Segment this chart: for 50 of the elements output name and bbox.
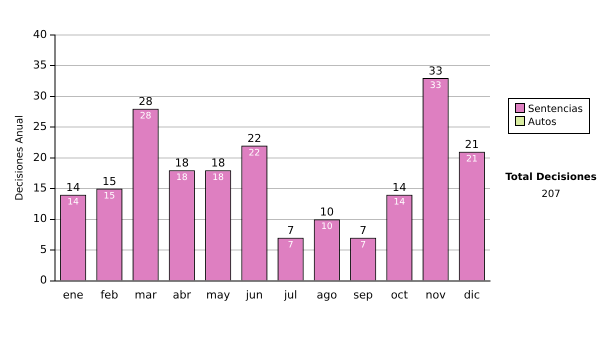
- total-label: 7: [360, 224, 367, 238]
- total-label: 22: [247, 132, 262, 145]
- legend-label: Autos: [527, 116, 558, 129]
- data-label: 14: [394, 198, 406, 208]
- total-label: 28: [138, 95, 153, 108]
- x-tick-label: jun: [244, 288, 263, 302]
- x-tick-label: feb: [100, 288, 118, 302]
- y-tick-label: 40: [32, 28, 47, 41]
- text: Total Decisiones: [504, 172, 598, 183]
- data-label: 10: [321, 222, 333, 232]
- x-tick-label: oct: [390, 288, 409, 302]
- total-label: 7: [287, 224, 294, 238]
- x-tick-label: dic: [464, 288, 480, 302]
- y-tick-label: 0: [40, 274, 47, 287]
- data-label: 18: [176, 173, 188, 184]
- y-tick-label: 25: [32, 120, 47, 134]
- data-label: 22: [248, 148, 260, 158]
- x-tick-label: may: [206, 288, 231, 302]
- total-label: 14: [392, 181, 406, 194]
- data-label: 15: [104, 191, 116, 202]
- data-label: 7: [288, 240, 294, 251]
- data-label: 21: [466, 154, 478, 165]
- x-tick-label: jul: [283, 288, 298, 302]
- total-label: 10: [320, 206, 334, 219]
- x-tick-label: ago: [316, 288, 338, 302]
- total-label: 21: [464, 138, 479, 152]
- y-tick-label: 30: [32, 89, 47, 102]
- y-axis-title: Decisiones Anual: [14, 115, 26, 201]
- x-tick-label: ene: [62, 288, 84, 302]
- x-tick-label: mar: [134, 288, 158, 302]
- total-label: 15: [102, 174, 116, 188]
- total-label: 33: [428, 64, 443, 78]
- x-tick-label: abr: [172, 288, 192, 302]
- data-label: 18: [212, 173, 224, 184]
- data-label: 7: [360, 240, 366, 251]
- total-label: 18: [211, 156, 226, 170]
- text: 207: [540, 189, 562, 200]
- y-tick-label: 10: [32, 212, 47, 226]
- data-label: 28: [140, 112, 152, 122]
- y-tick-label: 20: [32, 150, 47, 164]
- y-tick-label: 15: [32, 181, 47, 194]
- x-tick-label: sep: [353, 288, 373, 302]
- total-label: 18: [174, 156, 189, 170]
- y-tick-label: 35: [32, 58, 47, 72]
- data-label: 14: [67, 198, 80, 208]
- data-label: 33: [430, 80, 442, 91]
- legend-label: Sentencias: [527, 103, 583, 116]
- y-tick-label: 5: [40, 242, 47, 256]
- total-label: 14: [66, 181, 80, 194]
- x-tick-label: nov: [426, 288, 446, 302]
